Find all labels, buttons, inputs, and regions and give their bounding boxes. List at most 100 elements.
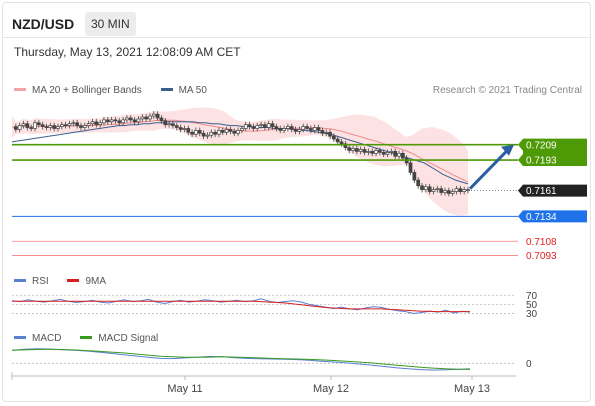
candle bbox=[98, 119, 102, 128]
candle bbox=[446, 187, 451, 197]
candle bbox=[251, 123, 256, 132]
candle-body bbox=[213, 131, 217, 135]
candle bbox=[105, 117, 110, 125]
candle-body bbox=[420, 185, 424, 190]
candle bbox=[63, 121, 68, 129]
candle-body bbox=[328, 131, 332, 137]
candle-body bbox=[121, 119, 125, 124]
candle bbox=[270, 120, 275, 130]
candle bbox=[282, 125, 286, 134]
legend-swatch-icon bbox=[160, 87, 173, 91]
candle-body bbox=[332, 135, 336, 140]
candle-body bbox=[282, 128, 286, 131]
candle-body bbox=[435, 188, 440, 191]
candle-body bbox=[247, 124, 252, 127]
candle bbox=[75, 119, 79, 129]
candle-body bbox=[25, 123, 30, 128]
candle bbox=[439, 185, 444, 196]
candle bbox=[274, 123, 279, 132]
rsi-level-label: 50 bbox=[526, 300, 538, 311]
candle bbox=[213, 129, 217, 138]
candle-body bbox=[412, 172, 417, 181]
bollinger-band bbox=[12, 107, 468, 216]
candle-body bbox=[128, 117, 133, 121]
candle bbox=[13, 123, 18, 133]
level-label-0.7193: 0.7193 bbox=[526, 156, 557, 167]
candle bbox=[416, 177, 421, 189]
candle-body bbox=[362, 149, 367, 153]
candle-body bbox=[270, 123, 275, 127]
macd-legend: MACD MACD Signal bbox=[14, 333, 174, 344]
candle-body bbox=[79, 125, 83, 128]
candle bbox=[278, 125, 283, 134]
candle-body bbox=[186, 128, 191, 133]
candle-body bbox=[59, 124, 64, 127]
x-tick-label: May 12 bbox=[313, 383, 349, 395]
candle bbox=[309, 125, 313, 134]
candle bbox=[86, 120, 91, 129]
candle bbox=[44, 123, 49, 131]
candle bbox=[71, 119, 76, 127]
candle-body bbox=[201, 132, 206, 137]
candle-body bbox=[401, 152, 405, 159]
candle-body bbox=[56, 126, 60, 129]
timeframe-badge[interactable]: 30 MIN bbox=[85, 12, 136, 36]
candle-body bbox=[339, 141, 344, 145]
legend-ma20-bollinger: MA 20 + Bollinger Bands bbox=[14, 85, 142, 96]
candle-body bbox=[458, 188, 463, 192]
candle bbox=[328, 129, 332, 139]
candle-body bbox=[343, 143, 348, 148]
candle bbox=[423, 183, 428, 193]
candle bbox=[121, 117, 125, 126]
candle bbox=[217, 127, 221, 138]
candle bbox=[389, 148, 394, 156]
candle-body bbox=[462, 189, 467, 192]
candle bbox=[247, 121, 252, 130]
candle bbox=[90, 118, 95, 127]
macd-level-label: 0 bbox=[526, 359, 532, 370]
candle-body bbox=[286, 126, 290, 129]
candle-body bbox=[63, 124, 68, 127]
legend-swatch-icon bbox=[67, 278, 80, 282]
candle-body bbox=[220, 130, 225, 133]
candle-body bbox=[94, 121, 99, 126]
candle bbox=[297, 126, 302, 135]
candle bbox=[381, 149, 386, 158]
candle-body bbox=[232, 131, 237, 134]
candle-body bbox=[274, 126, 279, 129]
candle-body bbox=[397, 152, 401, 157]
candle-body bbox=[293, 129, 298, 132]
ma50-line bbox=[11, 121, 469, 185]
level-label-0.7161: 0.7161 bbox=[526, 186, 557, 197]
candle-body bbox=[86, 123, 91, 126]
candle-body bbox=[17, 125, 22, 130]
candle bbox=[420, 182, 424, 193]
candle bbox=[316, 124, 321, 134]
legend-label: MA 50 bbox=[178, 85, 207, 96]
candle-body bbox=[320, 130, 325, 134]
candle bbox=[125, 115, 129, 123]
candle bbox=[320, 127, 325, 137]
candle-body bbox=[125, 117, 129, 121]
candle-body bbox=[446, 190, 451, 194]
candle bbox=[140, 114, 145, 122]
candle-body bbox=[67, 123, 72, 126]
candle-body bbox=[385, 152, 390, 155]
candle bbox=[232, 128, 237, 137]
candle bbox=[286, 123, 290, 132]
candle bbox=[109, 117, 114, 125]
candle-body bbox=[21, 123, 26, 126]
candle-body bbox=[443, 190, 447, 193]
candle bbox=[102, 117, 106, 126]
candle-body bbox=[378, 150, 382, 153]
legend-macd-signal: MACD Signal bbox=[80, 333, 158, 344]
candle bbox=[182, 125, 187, 133]
candle bbox=[228, 126, 233, 135]
candle-body bbox=[289, 126, 294, 130]
candle-body bbox=[190, 131, 194, 135]
level-label-0.7108: 0.7108 bbox=[526, 237, 557, 248]
candle-body bbox=[71, 122, 76, 125]
candle-body bbox=[259, 124, 263, 127]
candle bbox=[79, 122, 83, 131]
